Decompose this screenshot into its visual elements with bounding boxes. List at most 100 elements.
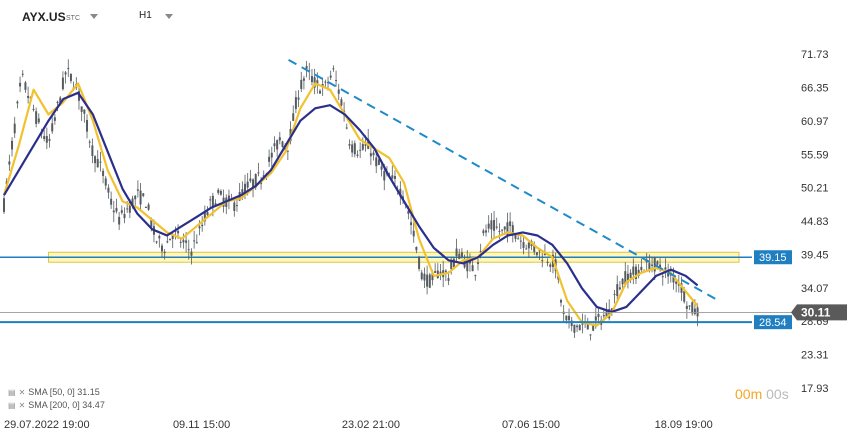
timeframe-label[interactable]: H1: [139, 10, 152, 21]
indicator-remove-icon[interactable]: ✕: [18, 400, 26, 410]
x-tick-label: 18.09 19:00: [655, 419, 713, 431]
candle-body: [281, 141, 284, 147]
candle-body: [412, 230, 415, 237]
candle-body: [107, 187, 110, 193]
candle-body: [300, 79, 303, 89]
candle-body: [452, 258, 455, 268]
candle-body: [418, 256, 421, 269]
candle-body: [340, 99, 343, 106]
candle-body: [177, 230, 180, 234]
candle-body: [439, 271, 442, 274]
candle-body: [252, 179, 255, 188]
candle-body: [415, 246, 418, 251]
indicator-remove-icon[interactable]: ✕: [18, 387, 26, 397]
candle-body: [171, 234, 174, 239]
candle-body: [407, 210, 410, 214]
candle-body: [126, 208, 129, 210]
candle-body: [80, 106, 83, 112]
candle-body: [651, 264, 654, 266]
candle-body: [313, 77, 316, 88]
candle-body: [136, 189, 139, 191]
candle-body: [179, 241, 182, 243]
candle-body: [268, 156, 271, 162]
indicator-settings-icon[interactable]: ▤: [8, 400, 16, 410]
candle-body: [634, 266, 637, 279]
candle-body: [661, 276, 664, 278]
candle-body: [648, 263, 651, 272]
y-tick-label: 66.35: [801, 82, 829, 94]
candle-body: [485, 230, 488, 233]
y-tick-label: 55.59: [801, 149, 829, 161]
support-price-tag-box: [754, 315, 792, 330]
candle-body: [217, 189, 220, 193]
timer-minutes: 00m: [735, 386, 763, 402]
candle-body: [578, 325, 581, 331]
candle-body: [525, 248, 528, 250]
candle-body: [353, 143, 356, 155]
candle-body: [568, 315, 571, 321]
symbol-label[interactable]: AYX.US: [22, 10, 66, 24]
candle-body: [490, 220, 493, 230]
candle-body: [375, 157, 378, 167]
candle-body: [88, 141, 91, 143]
y-tick-label: 60.97: [801, 116, 829, 128]
candle-body: [276, 140, 279, 150]
candle-body: [294, 97, 297, 109]
candle-body: [195, 242, 198, 244]
candle-body: [59, 97, 62, 103]
candle-body: [203, 212, 206, 222]
candle-body: [498, 230, 501, 232]
support-price-tag-text: 28.54: [759, 317, 787, 329]
candle-body: [610, 308, 613, 312]
candle-body: [56, 101, 59, 104]
symbol-dropdown-chevron-icon[interactable]: [90, 14, 98, 19]
candle-body: [209, 199, 212, 201]
candle-body: [11, 140, 14, 150]
candle-body: [13, 123, 16, 134]
candle-body: [104, 178, 107, 186]
candle-body: [348, 144, 351, 146]
candle-body: [37, 118, 40, 123]
candle-body: [602, 315, 605, 317]
candle-body: [337, 89, 340, 94]
candle-body: [24, 82, 27, 90]
candle-body: [391, 175, 394, 179]
candle-body: [335, 80, 338, 82]
timeframe-dropdown-chevron-icon[interactable]: [165, 14, 173, 19]
candle-body: [535, 252, 538, 256]
candle-body: [292, 113, 295, 121]
indicator-sma50[interactable]: ▤ ✕ SMA [50, 0] 31.15: [8, 387, 100, 397]
y-tick-label: 34.07: [801, 283, 829, 295]
candle-body: [546, 261, 549, 264]
candle-body: [324, 81, 327, 83]
candle-body: [517, 238, 520, 240]
candle-body: [27, 95, 30, 98]
candle-body: [32, 108, 35, 110]
candle-body: [570, 320, 573, 327]
candle-body: [693, 308, 696, 315]
candle-body: [302, 78, 305, 81]
candle-body: [233, 202, 236, 211]
indicator-settings-icon[interactable]: ▤: [8, 387, 16, 397]
candle-body: [150, 219, 153, 227]
sma200-line[interactable]: [3, 91, 699, 313]
candle-body: [166, 241, 169, 243]
indicator-sma200[interactable]: ▤ ✕ SMA [200, 0] 34.47: [8, 400, 105, 410]
current-price-tag-box: [791, 304, 847, 321]
candle-body: [142, 193, 145, 196]
candle-body: [345, 127, 348, 129]
candle-body: [310, 76, 313, 83]
candle-body: [675, 281, 678, 284]
candle-body: [19, 82, 22, 87]
candle-body: [377, 159, 380, 165]
candle-body: [420, 272, 423, 280]
trendline[interactable]: [288, 58, 716, 300]
candle-body: [383, 170, 386, 181]
candle-body: [369, 153, 372, 157]
candle-body: [278, 137, 281, 141]
candle-body: [120, 210, 123, 213]
candle-body: [495, 226, 498, 228]
candle-body: [94, 156, 97, 164]
candle-body: [576, 325, 579, 328]
